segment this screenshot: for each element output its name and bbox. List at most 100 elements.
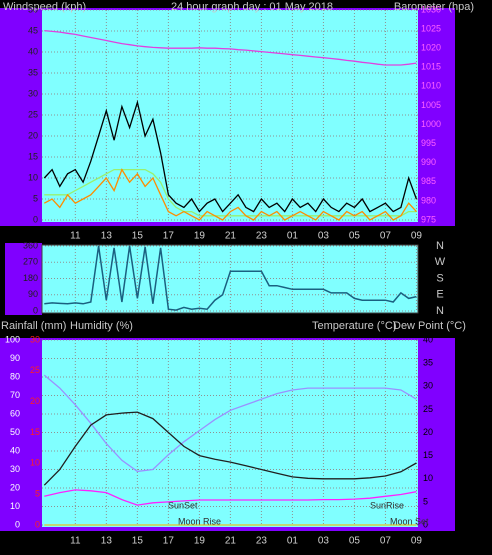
y-tick-label: 60 [10,408,20,418]
y-tick-label: 15 [30,427,40,437]
y-tick-label: 1010 [421,81,441,91]
y-tick-label: 40 [423,334,433,344]
y-tick-label: 35 [28,67,38,77]
x-tick-label: 09 [411,536,423,547]
y-tick-label: 995 [421,138,436,148]
y-tick-label: 40 [28,46,38,56]
annotation: Moon Set [390,516,429,526]
y-tick-label: 35 [423,358,433,368]
y-tick-label: 990 [421,157,436,167]
y-tick-label: 40 [10,445,20,455]
plot-layer: 0510152025303540455097598098599099510001… [5,4,446,546]
y-tick-label: 10 [10,501,20,511]
annotation: SunRise [370,500,404,510]
series-line [43,99,418,213]
x-tick-label: 23 [256,536,268,547]
y-tick-label: 20 [28,130,38,140]
compass-label: S [436,272,443,284]
dew-axis-title: Dew Point (°C) [393,320,466,332]
y-tick-label: 80 [10,371,20,381]
x-tick-label: 07 [380,536,392,547]
y-tick-label: 975 [421,214,436,224]
y-tick-label: 70 [10,390,20,400]
y-tick-label: 270 [23,257,38,267]
y-tick-label: 30 [30,334,40,344]
y-tick-label: 0 [33,305,38,315]
x-tick-label: 23 [256,231,268,242]
baro-axis-title: Barometer (hpa) [394,1,474,13]
x-tick-label: 03 [318,536,330,547]
x-tick-label: 13 [101,231,113,242]
y-tick-label: 90 [28,289,38,299]
direction-axis [5,243,42,315]
y-tick-label: 20 [10,482,20,492]
y-tick-label: 25 [28,109,38,119]
y-tick-label: 100 [5,334,20,344]
y-tick-label: 90 [10,353,20,363]
x-tick-label: 21 [225,231,237,242]
y-tick-label: 10 [28,172,38,182]
x-tick-label: 19 [194,536,206,547]
humidity-axis-title: Humidity (%) [70,320,133,332]
y-tick-label: 15 [28,151,38,161]
x-tick-label: 05 [349,536,361,547]
x-tick-label: 11 [70,231,81,242]
series-line [44,489,417,506]
y-tick-label: 0 [15,519,20,529]
x-tick-label: 15 [132,536,144,547]
x-tick-label: 11 [70,536,81,547]
y-tick-label: 0 [33,214,38,224]
y-tick-label: 30 [10,464,20,474]
y-tick-label: 20 [423,427,433,437]
series-line [44,245,417,311]
x-tick-label: 09 [411,231,423,242]
x-tick-label: 01 [287,536,299,547]
y-tick-label: 0 [35,519,40,529]
y-tick-label: 25 [30,365,40,375]
y-tick-label: 360 [23,240,38,250]
series-line [44,29,417,66]
y-tick-label: 5 [33,193,38,203]
series-line [43,374,417,473]
x-tick-label: 17 [163,231,175,242]
y-tick-label: 25 [423,404,433,414]
y-tick-label: 1025 [421,23,441,33]
y-tick-label: 1020 [421,43,441,53]
y-tick-label: 1030 [421,4,441,14]
x-tick-label: 21 [225,536,237,547]
x-tick-label: 17 [163,536,175,547]
rain-axis-title: Rainfall (mm) [1,320,66,332]
temp-axis-title: Temperature (°C) [312,320,396,332]
y-tick-label: 45 [28,25,38,35]
y-tick-label: 5 [423,496,428,506]
y-tick-label: 985 [421,176,436,186]
y-tick-label: 15 [423,450,433,460]
x-tick-label: 01 [287,231,299,242]
y-tick-label: 980 [421,195,436,205]
x-tick-label: 03 [318,231,330,242]
annotation: Moon Rise [178,516,221,526]
y-tick-label: 30 [28,88,38,98]
x-tick-label: 13 [101,536,113,547]
compass-label: W [435,256,446,268]
y-tick-label: 5 [35,489,40,499]
x-tick-label: 05 [349,231,361,242]
chart-title: 24 hour graph day : 01 May 2018 [171,1,333,13]
y-tick-label: 50 [28,4,38,14]
y-tick-label: 1000 [421,119,441,129]
y-tick-label: 50 [10,427,20,437]
compass-label: N [436,240,444,252]
series-line [43,168,417,221]
annotation: SunSet [168,500,198,510]
wind-axis-title: Windspeed (kph) [3,1,86,13]
x-tick-label: 15 [132,231,144,242]
y-tick-label: 10 [423,473,433,483]
y-tick-label: 1015 [421,62,441,72]
y-tick-label: 1005 [421,100,441,110]
series-line [43,411,417,486]
y-tick-label: 180 [23,273,38,283]
y-tick-label: 10 [30,458,40,468]
x-tick-label: 19 [194,231,206,242]
